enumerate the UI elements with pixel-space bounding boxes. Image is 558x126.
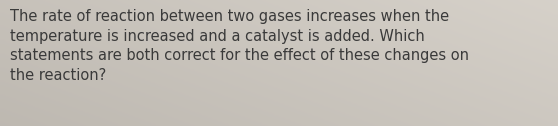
Text: The rate of reaction between two gases increases when the
temperature is increas: The rate of reaction between two gases i… — [10, 9, 469, 83]
